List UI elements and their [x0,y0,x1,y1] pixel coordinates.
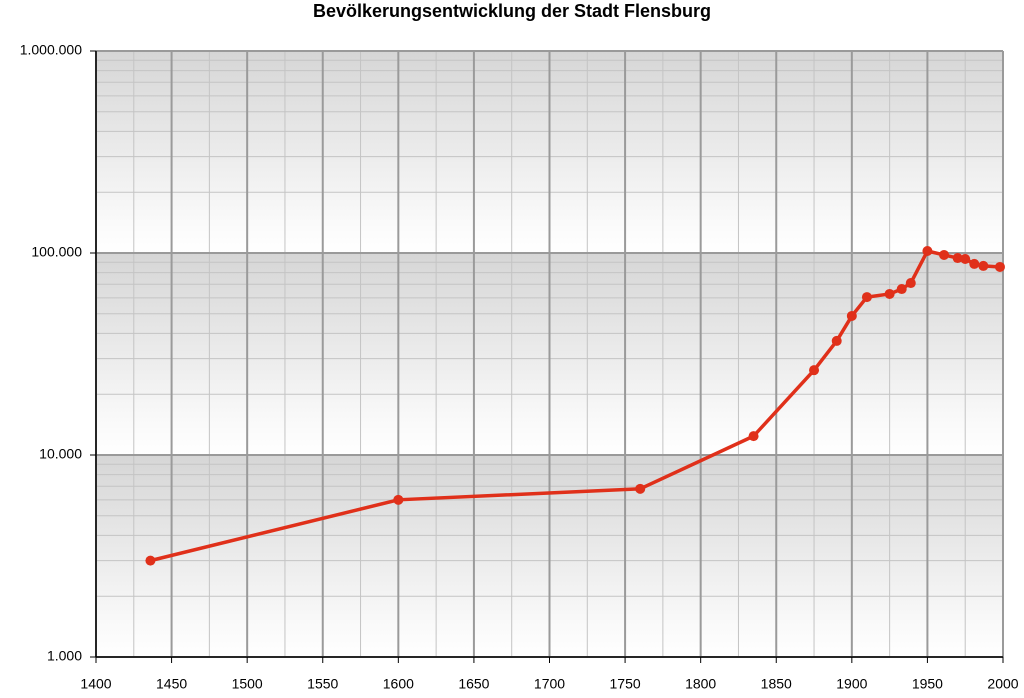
point [960,253,971,264]
x-tick-label: 1700 [534,676,565,692]
point [939,249,950,260]
x-tick-label: 1800 [685,676,716,692]
point [831,335,842,346]
point [861,292,872,303]
y-tick-label: 1.000.000 [20,42,82,58]
point [635,483,646,494]
y-tick-label: 1.000 [47,648,82,664]
x-tick-label: 1650 [458,676,489,692]
point [393,494,404,505]
point [896,284,907,295]
point [145,555,156,566]
point [952,253,963,264]
x-tick-label: 1500 [232,676,263,692]
x-tick-label: 1600 [383,676,414,692]
point [994,261,1005,272]
point [905,278,916,289]
point [978,260,989,271]
x-tick-label: 1450 [156,676,187,692]
x-tick-label: 1850 [761,676,792,692]
y-tick-label: 10.000 [39,446,82,462]
x-tick-label: 2000 [987,676,1018,692]
x-tick-label: 1550 [307,676,338,692]
x-tick-label: 1950 [912,676,943,692]
point [969,258,980,269]
point [809,365,820,376]
chart-title: Bevölkerungsentwicklung der Stadt Flensb… [313,1,711,21]
x-tick-label: 1900 [836,676,867,692]
point [922,246,933,257]
y-tick-label: 100.000 [31,244,82,260]
point [748,431,759,442]
x-tick-label: 1750 [610,676,641,692]
x-tick-label: 1400 [80,676,111,692]
point [884,288,895,299]
point [846,310,857,321]
